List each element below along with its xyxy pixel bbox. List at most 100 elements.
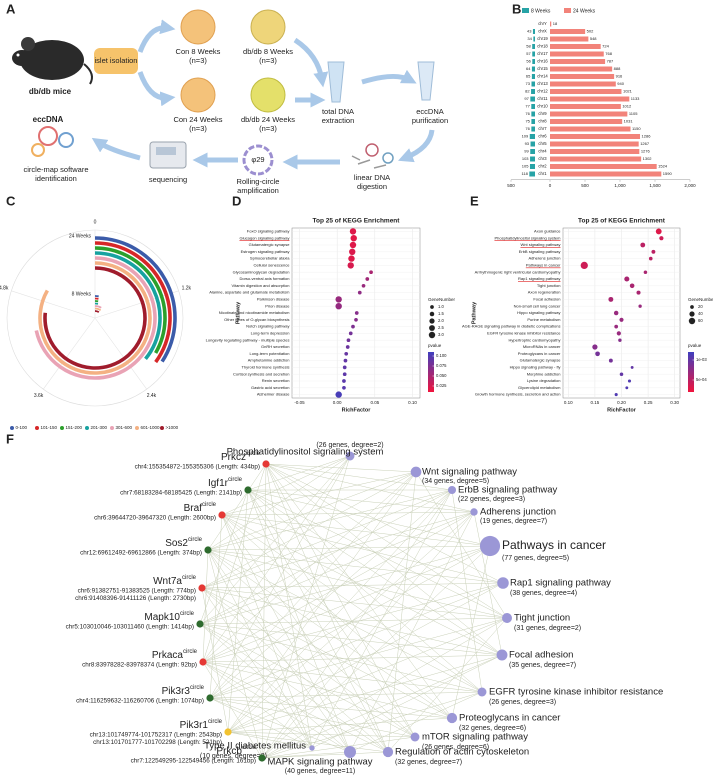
radial-bar [94,246,167,354]
y-tick-label: ErbB signaling pathway [519,249,561,254]
edge [221,514,453,719]
color-bar [428,352,434,392]
bar [550,66,613,72]
y-tick-label: Prion disease [265,303,290,308]
y-tick-label: Glycerolipid metabolism [518,385,561,390]
y-tick-label: chrX [538,29,547,34]
edge [265,463,453,491]
grid-line [94,317,147,390]
dot [629,283,635,289]
isolation-label: islet isolation [95,56,138,65]
y-tick-label: chr2 [538,164,547,169]
radial-bar [94,310,100,313]
edge [247,455,351,491]
mouse-tail [83,63,93,85]
y-tick-label: Estrogen signaling pathway [241,249,290,254]
gene-label: Prkacacircle [152,649,198,661]
y-tick-label: Proteoglycans in cancer [518,351,561,356]
x-tick-label: 0.00 [333,400,342,405]
bar [550,126,631,132]
edge [202,661,351,753]
legend-swatch [522,8,529,13]
edge [201,511,475,589]
pathway-node [447,485,457,495]
panel-label: A [6,1,16,16]
pathway-label: Proteoglycans in cancer [459,713,560,724]
value-label: 103 [522,156,529,161]
bar [550,89,622,94]
value-label: 118 [521,171,528,176]
value-label: 1302 [643,156,653,161]
group-label: Con 8 Weeks [176,47,221,56]
edge [207,549,508,619]
legend-label: 0.050 [436,373,447,378]
step-label: eccDNA [416,107,444,116]
legend-label: 3.0 [438,332,444,337]
dot [354,317,358,322]
gene-name: Prkcz [221,452,246,463]
edge [199,623,351,753]
edge [199,623,416,738]
dot [659,236,664,241]
legend-title: GeneNumber [688,297,713,302]
edge [201,587,229,733]
gene-name: Braf [184,503,203,514]
pathway-node [344,746,356,758]
pathway-stats: (26 genes, degree=6) [422,744,489,751]
edge [207,545,491,551]
rolling-circle [242,144,274,176]
pathway-node [345,451,355,461]
value-label: 56 [526,59,531,64]
y-tick-label: Rap1 signaling pathway [518,276,560,281]
value-label: 76 [525,126,530,131]
edge [227,717,453,733]
chart-title: Top 25 of KEGG Enrichment [578,218,666,225]
gene-superscript: circle [190,685,205,691]
y-tick-label: Cellular senescence [253,262,290,267]
pathway-node [309,745,315,751]
gene-locus: chr5:103010046-103011460 (Length: 1414bp… [66,624,194,631]
pathway-label: Pathways in cancer [502,538,606,552]
edge [265,463,453,719]
y-tick-label: chr9 [538,111,547,116]
dot [335,391,342,398]
bar [550,164,657,169]
radial-bar [38,261,152,375]
y-tick-label: Lysine degradation [527,378,561,383]
dna-fragments [351,143,394,169]
workflow: db/db mice islet isolation Con 8 Weeks (… [12,9,448,195]
y-tick-label: Alanine, aspartate and glutamate metabol… [209,290,290,295]
step-label: digestion [357,182,387,191]
dot [349,248,356,255]
gene-label: Sos2circle [165,537,202,549]
y-tick-label: Phosphatidylinositol signaling system [494,235,561,240]
y-tick-label: chr11 [537,96,548,101]
angle-tick-label: 2.4k [147,393,157,399]
bar [550,134,641,139]
gene-locus: chr13:101749774-101752317 (Length: 2543b… [90,732,222,739]
bar [550,74,615,79]
edge [207,489,453,551]
bar [529,164,535,169]
y-tick-label: chr1 [538,171,547,176]
y-tick-label: Morphine addiction [527,371,561,376]
edge [201,587,503,656]
pathway-label: Rap1 signaling pathway [510,578,611,589]
y-tick-label: Adherens junction [528,256,560,261]
legend-swatch [160,426,164,430]
edge [209,582,504,699]
y-tick-label: chrY [538,21,547,26]
edge [311,489,453,749]
y-tick-label: Glutamatergic synapse [249,242,291,247]
value-label: 73 [526,81,531,86]
bar [532,59,535,64]
group-label: 8 Weeks [72,291,92,297]
x-tick-label: 0.10 [408,400,417,405]
value-label: 82 [525,89,530,94]
mouse-ear [21,37,35,51]
y-tick-label: Wnt signaling pathway [520,242,560,247]
legend-label: 40 [698,311,703,316]
mouse-icon [20,40,84,80]
dot [351,324,355,329]
